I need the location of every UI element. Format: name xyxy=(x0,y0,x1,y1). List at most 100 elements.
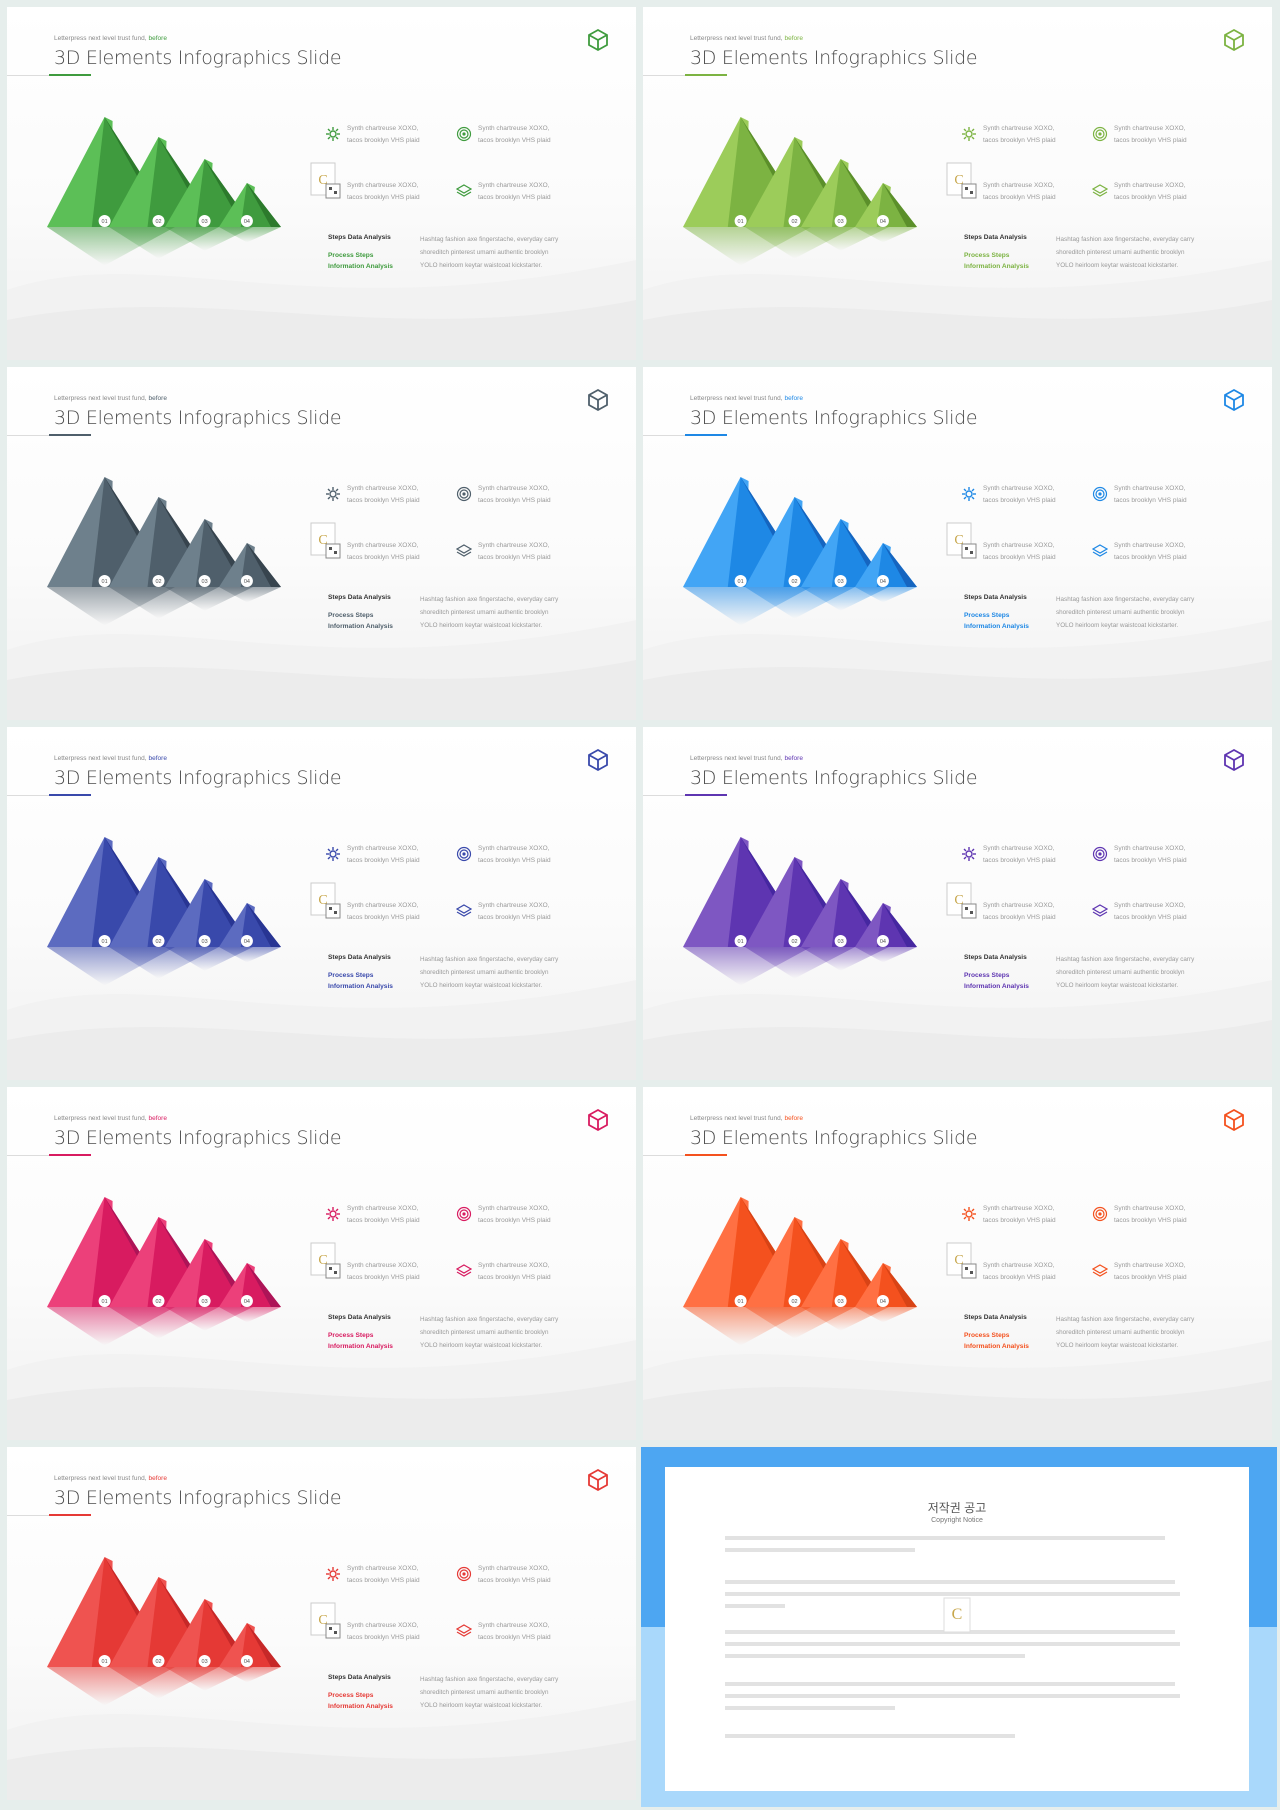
slide-title: 3D Elements Infographics Slide xyxy=(54,1127,342,1149)
steps-labels: Steps Data Analysis Process Steps Inform… xyxy=(964,1312,1029,1352)
feature-text: Synth chartreuse XOXO, tacos brooklyn VHS… xyxy=(347,1205,420,1224)
description-text: Hashtag fashion axe fingerstache, everyd… xyxy=(420,1676,559,1709)
feature-item: Synth chartreuse XOXO, tacos brooklyn VHS… xyxy=(325,1260,445,1290)
feature-item: Synth chartreuse XOXO, tacos brooklyn VHS… xyxy=(456,1203,576,1233)
feature-text: Synth chartreuse XOXO, tacos brooklyn VHS… xyxy=(478,182,551,201)
feature-text: Synth chartreuse XOXO, tacos brooklyn VHS… xyxy=(347,1565,420,1584)
title-underline xyxy=(643,434,727,436)
slide-kicker: Letterpress next level trust fund, before xyxy=(690,395,803,402)
cube-outline-icon xyxy=(1224,748,1244,772)
feature-text: Synth chartreuse XOXO, tacos brooklyn VHS… xyxy=(478,902,551,921)
step-number: 04 xyxy=(244,219,250,225)
feature-text: Synth chartreuse XOXO, tacos brooklyn VHS… xyxy=(347,1262,420,1281)
cube-outline-icon xyxy=(588,1468,608,1492)
layers-icon xyxy=(455,903,473,919)
layers-icon xyxy=(455,1263,473,1279)
layers-icon xyxy=(1091,1263,1109,1279)
feature-text: Synth chartreuse XOXO, tacos brooklyn VHS… xyxy=(1114,485,1187,504)
target-icon xyxy=(1092,486,1108,502)
target-icon xyxy=(1092,1206,1108,1222)
feature-text: Synth chartreuse XOXO, tacos brooklyn VHS… xyxy=(983,845,1056,864)
feature-text: Synth chartreuse XOXO, tacos brooklyn VHS… xyxy=(1114,1262,1187,1281)
steps-data-analysis: Steps Data Analysis xyxy=(328,1314,391,1321)
feature-text: Synth chartreuse XOXO, tacos brooklyn VHS… xyxy=(983,1262,1056,1281)
mountain-peak-shade xyxy=(104,477,175,587)
feature-text: Synth chartreuse XOXO, tacos brooklyn VHS… xyxy=(983,902,1056,921)
process-steps-label: Process Steps xyxy=(328,1332,374,1339)
information-analysis-label: Information Analysis xyxy=(328,263,393,270)
step-number: 03 xyxy=(202,219,208,225)
notice-paragraph-blur xyxy=(725,1533,1185,1557)
infographic-slide: Letterpress next level trust fund, before… xyxy=(643,7,1272,360)
steps-labels: Steps Data Analysis Process Steps Inform… xyxy=(964,592,1029,632)
step-number: 02 xyxy=(155,939,161,945)
feature-text: Synth chartreuse XOXO, tacos brooklyn VHS… xyxy=(347,485,420,504)
title-underline xyxy=(7,794,91,796)
description-text: Hashtag fashion axe fingerstache, everyd… xyxy=(420,1316,559,1349)
step-number: 02 xyxy=(155,579,161,585)
qr-code-icon: C xyxy=(946,1242,980,1282)
mountain-reflection xyxy=(219,587,281,603)
background-wave xyxy=(7,980,636,1080)
slide-title: 3D Elements Infographics Slide xyxy=(690,767,978,789)
mountain-reflection xyxy=(219,1307,281,1323)
steps-data-analysis: Steps Data Analysis xyxy=(964,594,1027,601)
target-icon xyxy=(456,126,472,142)
brand-logo-icon: C xyxy=(943,1597,971,1633)
notice-subtitle: Copyright Notice xyxy=(931,1517,983,1524)
target-icon xyxy=(1092,846,1108,862)
layers-icon xyxy=(455,183,473,199)
mountain-infographic: 01 02 03 04 xyxy=(47,1197,281,1346)
qr-code-icon: C xyxy=(946,162,980,202)
step-number-badge xyxy=(198,575,211,587)
feature-item: Synth chartreuse XOXO, tacos brooklyn VHS… xyxy=(455,1260,576,1290)
feature-item: Synth chartreuse XOXO, tacos brooklyn VHS… xyxy=(1092,123,1212,153)
svg-text:C: C xyxy=(318,173,327,188)
feature-item: Synth chartreuse XOXO, tacos brooklyn VHS… xyxy=(325,1563,445,1593)
gear-icon xyxy=(961,1206,977,1222)
feature-text: Synth chartreuse XOXO, tacos brooklyn VHS… xyxy=(1114,902,1187,921)
feature-item: Synth chartreuse XOXO, tacos brooklyn VHS… xyxy=(961,843,1081,873)
step-number: 03 xyxy=(838,219,844,225)
process-steps-label: Process Steps xyxy=(328,972,374,979)
svg-text:C: C xyxy=(318,533,327,548)
feature-text: Synth chartreuse XOXO, tacos brooklyn VHS… xyxy=(983,182,1056,201)
feature-text: Synth chartreuse XOXO, tacos brooklyn VHS… xyxy=(983,1205,1056,1224)
step-number-badge xyxy=(788,935,801,947)
feature-item: Synth chartreuse XOXO, tacos brooklyn VHS… xyxy=(961,900,1081,930)
feature-item: Synth chartreuse XOXO, tacos brooklyn VHS… xyxy=(456,1563,576,1593)
cube-outline-icon xyxy=(588,1108,608,1132)
step-number: 04 xyxy=(244,939,250,945)
layers-icon xyxy=(1091,183,1109,199)
step-number: 04 xyxy=(880,219,886,225)
steps-data-analysis: Steps Data Analysis xyxy=(964,234,1027,241)
mountain-peak-shade xyxy=(104,1557,175,1667)
step-number: 02 xyxy=(155,219,161,225)
slide-title: 3D Elements Infographics Slide xyxy=(54,1487,342,1509)
gear-icon xyxy=(325,1206,341,1222)
description-text: Hashtag fashion axe fingerstache, everyd… xyxy=(1056,596,1195,629)
mountain-infographic: 01 02 03 04 xyxy=(47,837,281,986)
target-icon xyxy=(456,1566,472,1582)
title-underline xyxy=(643,794,727,796)
feature-text: Synth chartreuse XOXO, tacos brooklyn VHS… xyxy=(347,1622,420,1641)
mountain-peak-shade xyxy=(104,837,175,947)
process-steps-label: Process Steps xyxy=(328,252,374,259)
feature-item: Synth chartreuse XOXO, tacos brooklyn VHS… xyxy=(961,540,1081,570)
slide-title: 3D Elements Infographics Slide xyxy=(54,767,342,789)
cube-outline-icon xyxy=(588,388,608,412)
gear-icon xyxy=(325,846,341,862)
notice-paragraph-blur xyxy=(725,1731,1185,1745)
step-number: 03 xyxy=(202,1299,208,1305)
feature-item: Synth chartreuse XOXO, tacos brooklyn VHS… xyxy=(325,483,445,513)
target-icon xyxy=(456,846,472,862)
svg-text:C: C xyxy=(318,893,327,908)
information-analysis-label: Information Analysis xyxy=(328,983,393,990)
gear-icon xyxy=(961,486,977,502)
infographic-slide: Letterpress next level trust fund, before… xyxy=(643,367,1272,720)
notice-title: 저작권 공고 xyxy=(927,1501,987,1515)
title-underline xyxy=(643,1154,727,1156)
gear-icon xyxy=(325,126,341,142)
feature-text: Synth chartreuse XOXO, tacos brooklyn VHS… xyxy=(478,1565,551,1584)
step-number: 02 xyxy=(155,1299,161,1305)
